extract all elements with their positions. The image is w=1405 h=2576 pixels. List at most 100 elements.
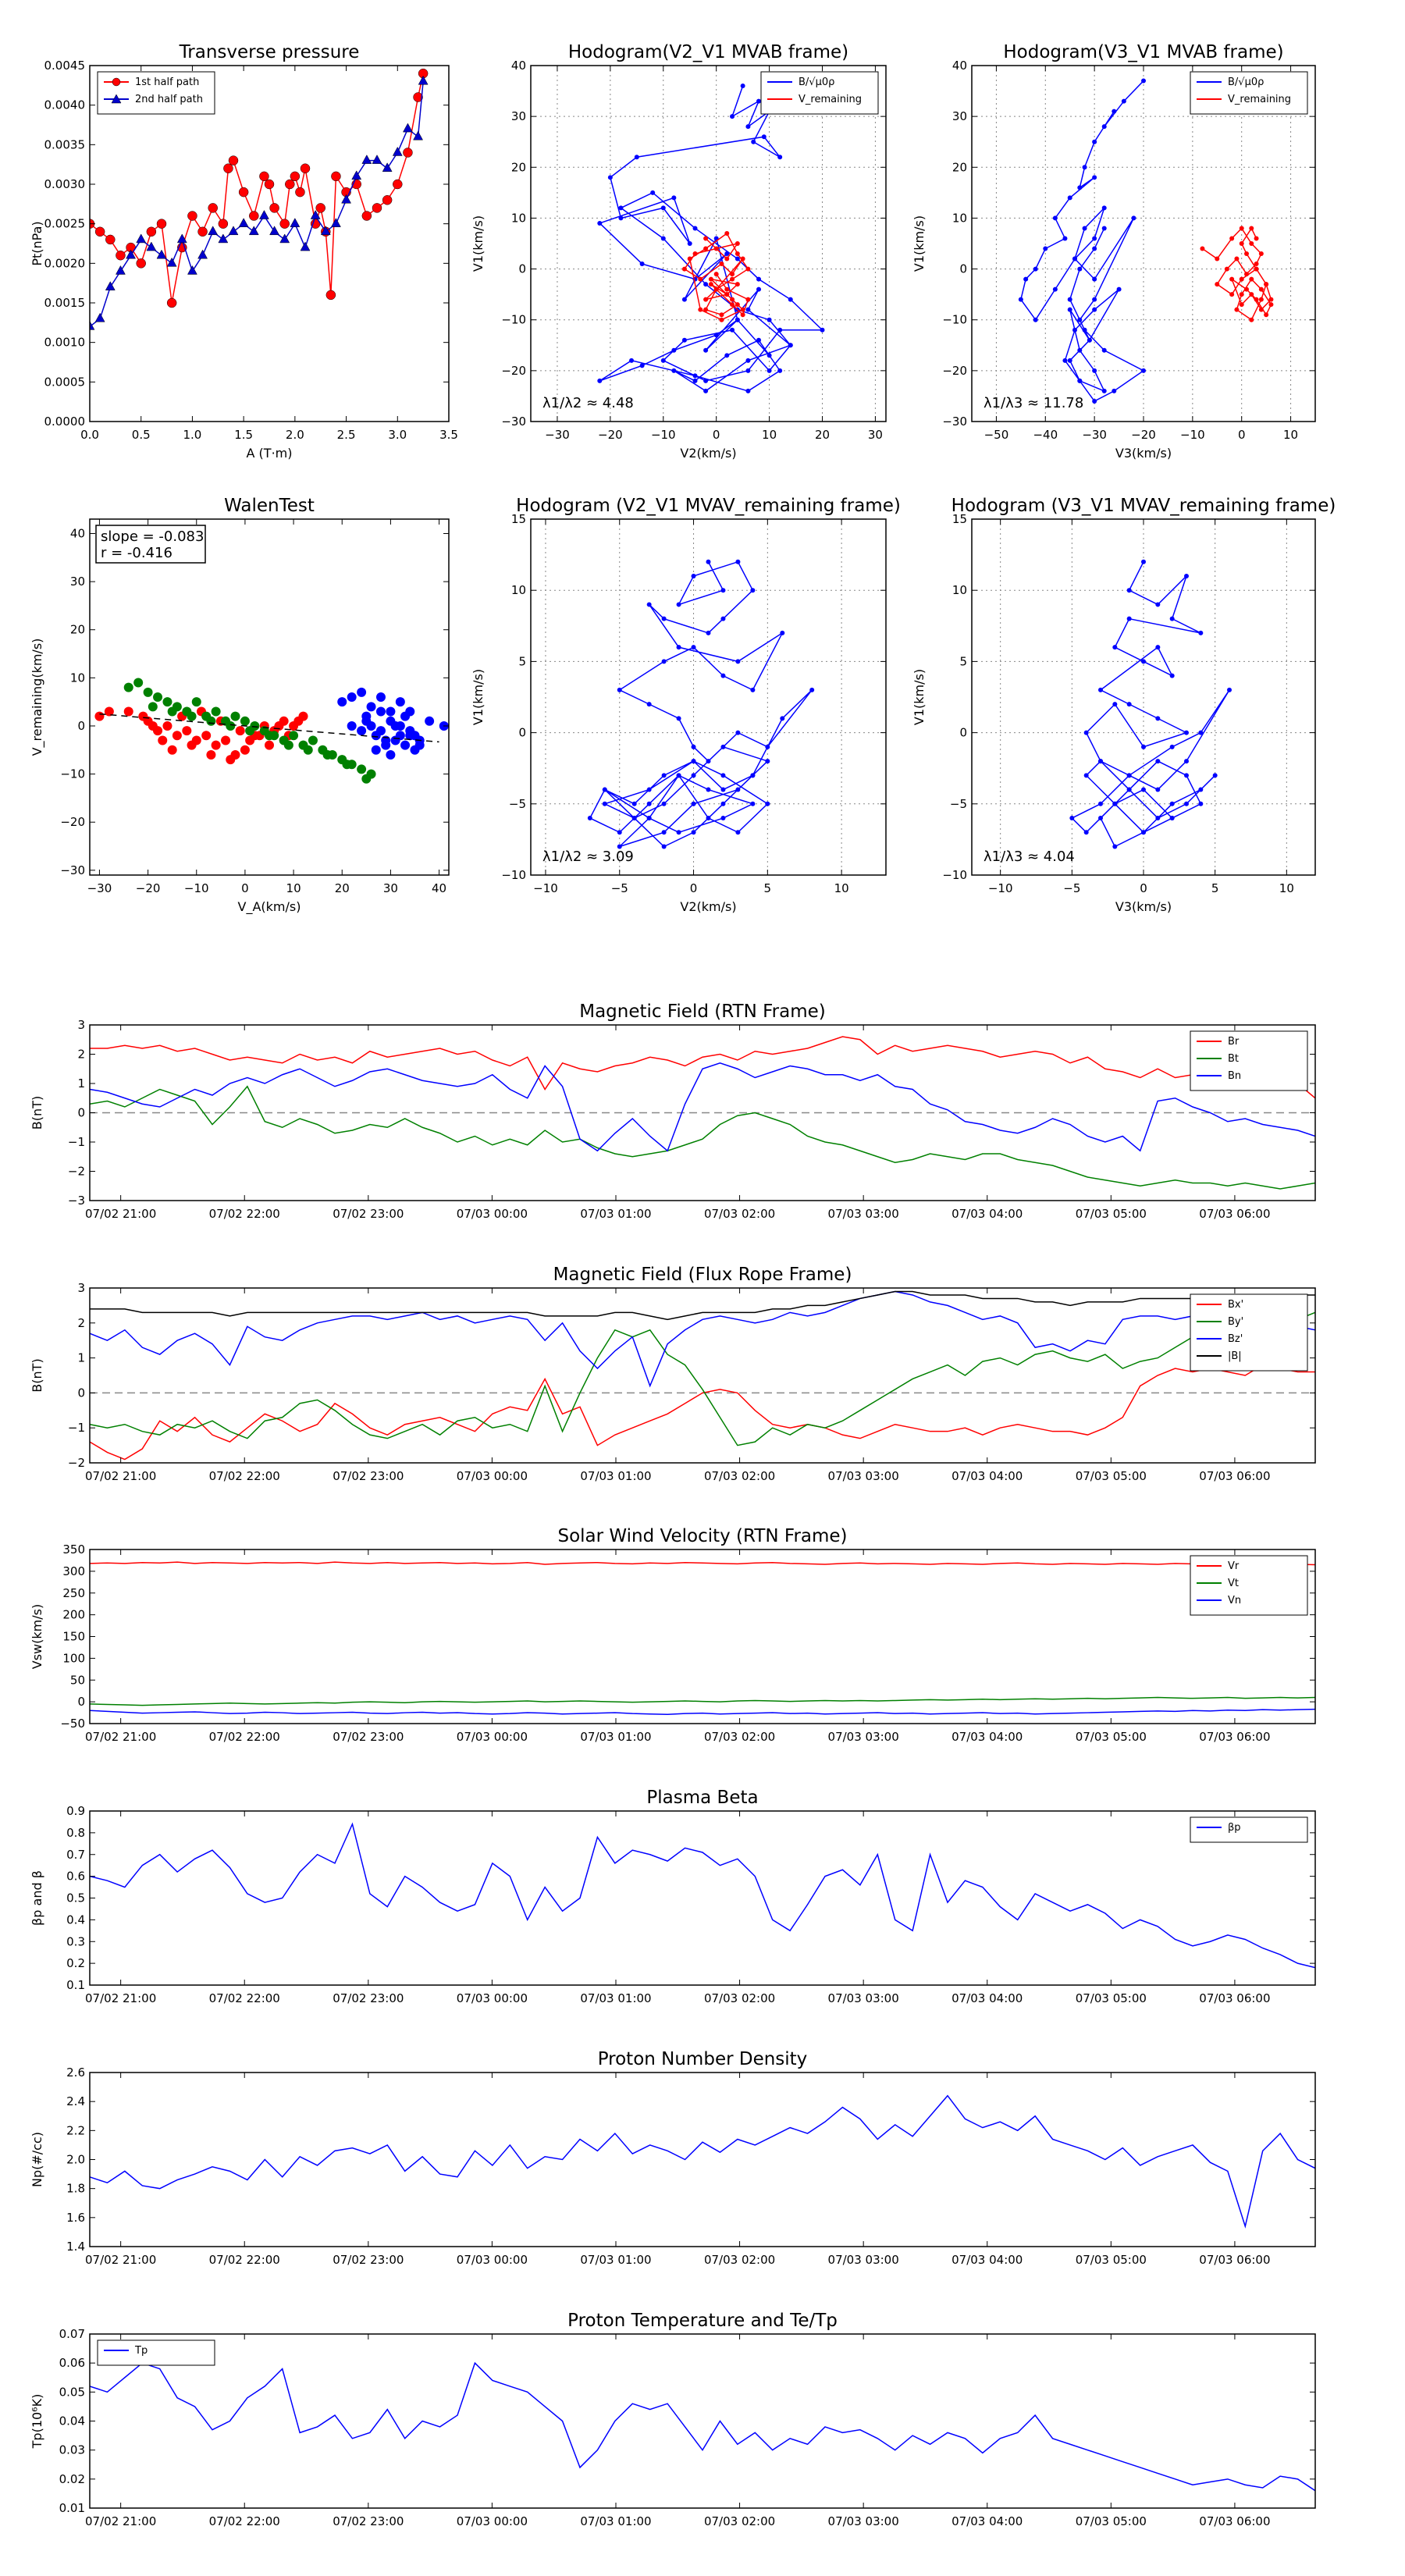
data-point <box>706 787 711 792</box>
x-tick-label: 10 <box>762 428 777 442</box>
data-point <box>1101 347 1107 353</box>
data-point <box>351 170 362 180</box>
data-point <box>1229 276 1235 282</box>
data-point <box>661 801 667 806</box>
data-point <box>226 755 236 765</box>
data-point <box>1254 236 1259 241</box>
x-axis-label: V_A(km/s) <box>238 899 301 915</box>
data-point <box>1083 830 1089 835</box>
y-tick-label: 0 <box>959 262 967 276</box>
series-line <box>90 1708 1315 1716</box>
legend-box <box>1190 1030 1308 1091</box>
data-layer <box>94 678 449 784</box>
data-point <box>745 388 751 393</box>
data-point <box>331 171 341 182</box>
x-tick-label: 07/03 00:00 <box>457 1991 528 2005</box>
data-point <box>698 307 703 312</box>
plot-frame <box>89 1287 1316 1464</box>
x-tick-label: 3.5 <box>439 428 458 442</box>
x-tick-label: 5 <box>764 881 772 895</box>
series-line <box>90 2361 1315 2492</box>
data-point <box>820 327 825 333</box>
x-axis-label: V2(km/s) <box>680 899 736 914</box>
y-tick-label: 40 <box>70 526 85 540</box>
x-tick-label: 07/02 23:00 <box>333 1730 404 1744</box>
data-point <box>1052 286 1058 292</box>
data-point <box>148 702 158 712</box>
y-tick-label: 2.0 <box>66 2153 85 2167</box>
y-tick-label: −5 <box>950 797 967 811</box>
y-tick-label: 30 <box>70 575 85 589</box>
x-tick-label: −30 <box>87 881 112 895</box>
x-tick-label: 5 <box>1211 881 1219 895</box>
x-tick-label: 07/03 01:00 <box>580 1469 651 1483</box>
data-point <box>1239 302 1244 308</box>
data-point <box>706 759 711 764</box>
data-point <box>1141 559 1146 564</box>
data-point <box>235 726 245 736</box>
legend-label: Vn <box>1228 1595 1241 1606</box>
x-tick-label: 3.0 <box>388 428 407 442</box>
y-tick-label: 0.07 <box>59 2327 85 2341</box>
x-tick-label: 07/03 02:00 <box>704 2253 775 2267</box>
data-point <box>1126 616 1132 621</box>
y-tick-label: 40 <box>511 59 526 73</box>
y-tick-label: 40 <box>952 59 967 73</box>
y-tick-label: 10 <box>952 211 967 225</box>
x-tick-label: −40 <box>1033 428 1058 442</box>
data-point <box>720 588 726 593</box>
data-point <box>1169 801 1175 806</box>
data-point <box>719 312 724 318</box>
data-point <box>1155 602 1161 607</box>
y-tick-label: 0.0045 <box>44 59 86 73</box>
data-point <box>691 645 696 650</box>
y-tick-label: −10 <box>942 868 967 882</box>
legend-label: |B| <box>1228 1350 1242 1362</box>
data-point <box>372 203 382 213</box>
panel-np: Proton Number Density 1.4 1.6 1.8 2.0 2.2 2.4 2… <box>30 2049 1316 2267</box>
data-point <box>735 559 741 564</box>
data-point <box>809 687 815 692</box>
data-point <box>176 233 187 244</box>
data-point <box>730 302 735 308</box>
data-point <box>1169 744 1175 749</box>
data-point <box>187 740 197 750</box>
data-point <box>692 373 698 379</box>
data-point <box>162 720 173 731</box>
plot-frame <box>89 1549 1316 1724</box>
y-axis-label: B(nT) <box>30 1096 44 1130</box>
data-point <box>259 171 269 182</box>
data-point <box>617 830 622 835</box>
data-point <box>366 702 376 712</box>
x-tick-label: 07/02 22:00 <box>209 1991 280 2005</box>
data-point <box>730 276 735 282</box>
data-point <box>587 816 592 821</box>
data-point <box>1069 816 1075 821</box>
data-point <box>1101 124 1107 130</box>
data-point <box>681 337 687 343</box>
data-point <box>197 249 208 259</box>
data-point <box>218 219 229 229</box>
y-tick-label: −20 <box>501 364 526 378</box>
data-point <box>698 276 703 282</box>
x-tick-label: 07/03 03:00 <box>828 2514 899 2528</box>
data-point <box>382 195 393 205</box>
data-point <box>410 731 420 741</box>
panel-h4: Hodogram (V3_V1 MVAV_remaining frame) −10… <box>912 496 1336 914</box>
x-tick-label: −10 <box>988 881 1013 895</box>
data-point <box>1141 659 1146 664</box>
data-point <box>735 317 740 322</box>
data-point <box>1244 286 1249 292</box>
panel-tp: Proton Temperature and Te/Tp 0.01 0.02 0.03… <box>30 2311 1316 2528</box>
y-tick-label: 0.0035 <box>44 137 86 151</box>
data-point <box>249 211 259 221</box>
data-point <box>724 256 730 262</box>
y-tick-label: 5 <box>518 654 526 668</box>
data-point <box>116 265 126 275</box>
data-point <box>1198 730 1204 735</box>
data-point <box>661 773 667 778</box>
x-tick-label: 07/03 00:00 <box>457 1730 528 1744</box>
data-point <box>629 358 635 363</box>
data-point <box>1198 787 1204 792</box>
data-point <box>687 256 692 262</box>
